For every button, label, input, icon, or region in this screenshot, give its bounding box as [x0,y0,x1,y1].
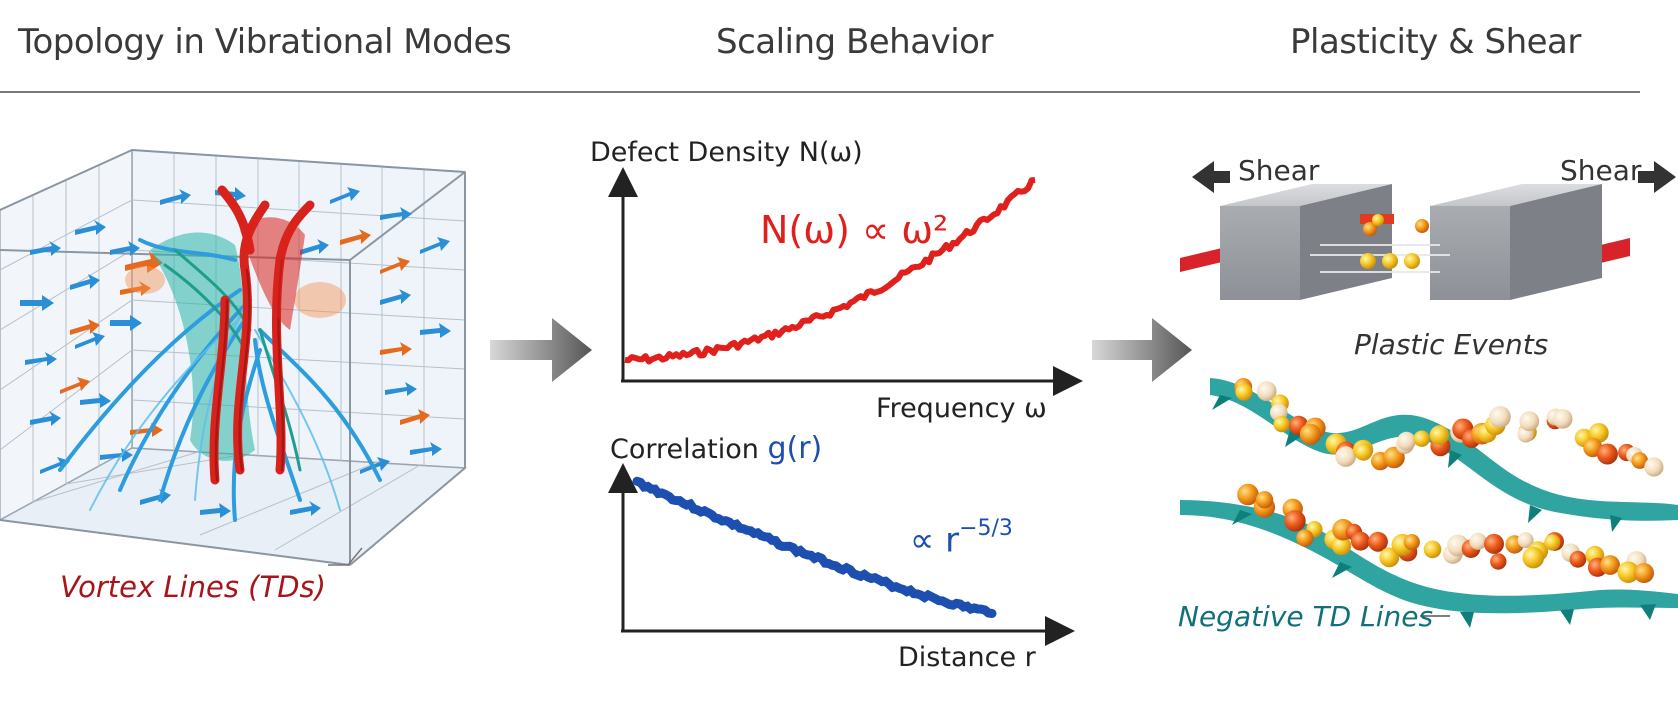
particle [1484,533,1504,554]
particle [1423,540,1442,559]
particle [1600,555,1620,575]
plastic-events-label: Plastic Events [1354,328,1549,361]
flow-arrow-1 [490,318,592,382]
defect-density-annotation: N(ω) ∝ ω² [760,208,949,252]
particle [1335,446,1356,467]
particle [1299,423,1321,445]
particle [1552,409,1573,429]
defect-density-plot [608,167,1083,396]
right-block [1430,184,1602,206]
frequency-xlabel: Frequency ω [876,393,1047,424]
particle [1490,553,1507,570]
header-scaling: Scaling Behavior [716,22,993,62]
correlation-ylabel: Correlation g(r) [610,431,822,466]
correlation-annotation-base: ∝ r [910,520,960,561]
particle [1413,430,1430,447]
shear-right-arrow [1638,161,1676,193]
particle [1644,457,1664,477]
particle [1569,550,1587,568]
correlation-annotation-exponent: −5/3 [959,516,1013,541]
defect-density-ylabel: Defect Density N(ω) [590,137,863,168]
correlation-plot [608,463,1075,646]
negative-td-lines-label: Negative TD Lines [1178,600,1434,633]
correlation-annotation: ∝ r−5/3 [910,516,1013,561]
correlation-curve [632,476,997,618]
particle [1354,443,1373,461]
particle [1522,546,1545,569]
particle [1331,535,1352,556]
correlation-ylabel-prefix: Correlation [610,434,768,465]
particle [1631,452,1648,469]
particle [1397,431,1416,451]
particle [1350,531,1370,551]
shear-right-label: Shear [1560,154,1642,187]
shear-apparatus [1180,161,1676,300]
particle [1235,383,1253,401]
particle [1296,529,1314,547]
particle [1544,534,1561,551]
particle [1588,423,1609,443]
distance-xlabel: Distance r [898,642,1036,673]
particle [1403,534,1420,551]
particle [1469,532,1487,550]
particle [1273,416,1290,433]
particle [1368,531,1388,552]
particle [1379,547,1400,568]
correlation-ylabel-symbol: g(r) [767,431,823,466]
particle [1255,491,1274,509]
vortex-lines-label: Vortex Lines (TDs) [60,570,326,604]
defect-density-curve [624,177,1036,365]
vibration-cube [0,148,467,566]
particle [1517,532,1534,549]
particle [1617,561,1640,583]
shear-left-label: Shear [1238,154,1320,187]
flow-arrow-2 [1092,318,1192,382]
header-divider [0,91,1640,93]
particle [1596,443,1618,465]
particle [1519,411,1540,432]
header-topology: Topology in Vibrational Modes [18,22,512,62]
header-plasticity: Plasticity & Shear [1290,22,1581,62]
left-block [1220,184,1392,206]
shear-left-arrow [1192,161,1230,193]
particle [1489,406,1511,428]
particle [1429,425,1450,446]
particle [1256,381,1277,402]
negative-td-lines [1180,378,1678,628]
particle [1634,563,1654,583]
particle [1237,483,1259,506]
particle [1284,510,1306,532]
